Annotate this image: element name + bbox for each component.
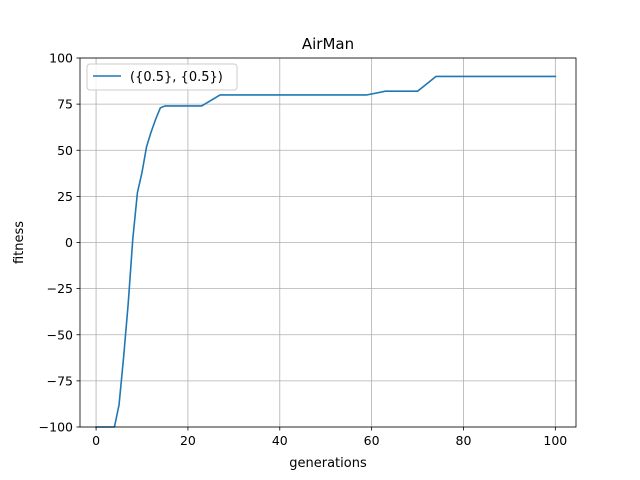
x-tick-label: 60 [364, 433, 380, 448]
y-tick-label: 75 [57, 97, 73, 112]
y-axis-ticks: −100 −75 −50 −25 0 25 50 75 100 [39, 51, 80, 435]
x-axis-label: generations [289, 456, 367, 471]
y-tick-label: 25 [57, 189, 73, 204]
x-tick-label: 40 [272, 433, 288, 448]
y-tick-label: 50 [57, 143, 73, 158]
x-tick-label: 0 [92, 433, 100, 448]
y-tick-label: −100 [39, 420, 73, 435]
x-axis-ticks: 0 20 40 60 80 100 [92, 427, 567, 448]
y-tick-label: 0 [65, 235, 73, 250]
chart-title: AirMan [302, 35, 354, 53]
x-tick-label: 80 [456, 433, 472, 448]
y-axis-label: fitness [12, 221, 27, 264]
legend-box [86, 63, 238, 91]
y-tick-label: −50 [47, 327, 73, 342]
y-tick-label: −75 [47, 373, 73, 388]
y-tick-label: 100 [49, 51, 73, 66]
y-tick-label: −25 [47, 281, 73, 296]
x-tick-label: 100 [543, 433, 567, 448]
x-tick-label: 20 [180, 433, 196, 448]
legend-label: ({0.5}, {0.5}) [130, 70, 223, 85]
legend: ({0.5}, {0.5}) [86, 63, 238, 91]
